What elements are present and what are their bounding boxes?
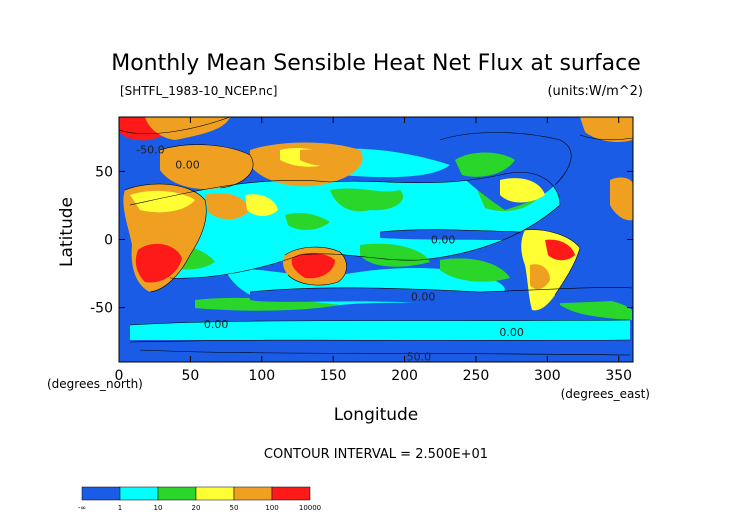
arctic-orange-region <box>145 117 230 140</box>
y-tick-label: 0 <box>104 233 113 249</box>
x-axis: 0 50 100 150 200 250 300 350 <box>115 117 632 384</box>
color-swatch <box>233 486 273 501</box>
africa-sahara-yellow <box>130 190 195 213</box>
maritime-continent-green <box>285 212 330 230</box>
africa-south-red <box>135 243 182 283</box>
units-label: (units:W/m^2) <box>547 84 643 99</box>
north-america-green <box>455 152 515 177</box>
arabia-orange <box>205 193 250 220</box>
south-america-red <box>545 239 575 261</box>
x-axis-label: Longitude <box>334 405 419 425</box>
flux-map: -50.0 0.00 0.00 0.00 0.00 0.00 50.0 <box>119 117 633 364</box>
color-bound-label: 1 <box>118 504 122 512</box>
color-swatch <box>195 486 235 501</box>
south-america-orange <box>530 264 550 290</box>
north-america-yellow <box>500 178 545 203</box>
africa-wrap-orange <box>610 177 633 221</box>
contour-label: 50.0 <box>407 351 432 364</box>
color-bound-label: 10000 <box>299 504 321 512</box>
green-region-5 <box>440 258 510 282</box>
contour-label: 0.00 <box>431 234 456 247</box>
contour-label: 0.00 <box>411 291 436 304</box>
color-swatch <box>157 486 197 501</box>
eurasia-west <box>160 144 254 190</box>
color-bound-label: 20 <box>192 504 201 512</box>
color-swatch <box>271 486 311 501</box>
y-tick-label: -50 <box>90 301 113 317</box>
contour-label: 0.00 <box>204 318 229 331</box>
color-swatch <box>119 486 159 501</box>
color-scale-legend: -∞ 1 10 20 50 100 10000 <box>78 486 321 512</box>
color-bound-label: 100 <box>265 504 278 512</box>
x-tick-label: 0 <box>115 368 124 384</box>
y-unit-label: (degrees_north) <box>47 377 143 391</box>
green-region-4 <box>360 243 430 267</box>
color-swatch <box>81 486 121 501</box>
contour-label: 0.00 <box>499 326 524 339</box>
y-axis: -50 0 50 <box>90 164 633 317</box>
x-tick-label: 50 <box>181 368 199 384</box>
contour-label: -50.0 <box>136 144 164 157</box>
contour-lines <box>119 117 633 356</box>
color-bound-label: -∞ <box>78 504 86 512</box>
australia-red <box>291 252 335 279</box>
contour-label: 0.00 <box>175 159 200 172</box>
color-bound-label: 10 <box>154 504 163 512</box>
y-axis-label: Latitude <box>57 197 77 267</box>
india-yellow <box>245 194 278 216</box>
antarctica-blue <box>119 340 633 362</box>
green-region-1 <box>330 188 404 212</box>
color-bound-label: 50 <box>230 504 239 512</box>
contour-labels: -50.0 0.00 0.00 0.00 0.00 0.00 50.0 <box>136 144 524 364</box>
x-tick-label: 150 <box>320 368 347 384</box>
greenland-orange <box>580 117 633 143</box>
blue-band-equatorial-pacific <box>380 229 520 240</box>
green-region-6 <box>195 297 340 311</box>
y-tick-label: 50 <box>95 164 113 180</box>
file-label: [SHTFL_1983-10_NCEP.nc] <box>120 84 277 98</box>
contour-interval-text: CONTOUR INTERVAL = 2.500E+01 <box>264 447 488 462</box>
x-tick-label: 200 <box>391 368 418 384</box>
cyan-band-southern <box>130 320 630 342</box>
x-tick-label: 350 <box>605 368 632 384</box>
x-tick-label: 250 <box>463 368 490 384</box>
x-tick-label: 300 <box>534 368 561 384</box>
chart-title: Monthly Mean Sensible Heat Net Flux at s… <box>111 51 641 76</box>
x-tick-label: 100 <box>248 368 275 384</box>
x-unit-label: (degrees_east) <box>561 387 650 401</box>
east-asia-orange <box>300 149 350 166</box>
green-region-7 <box>560 298 632 320</box>
